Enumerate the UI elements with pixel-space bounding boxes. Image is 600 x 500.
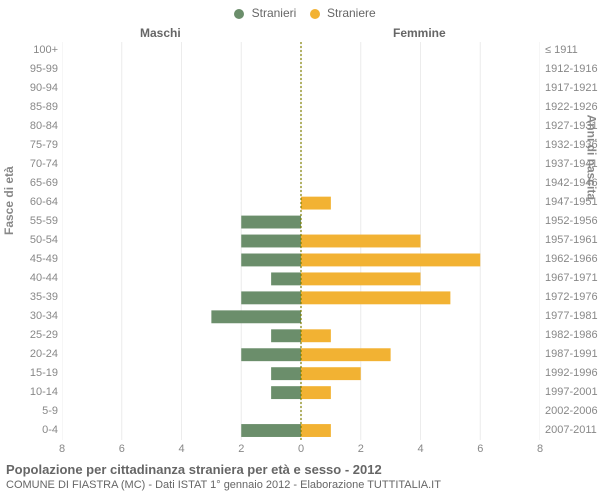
ytick-age: 90-94: [8, 82, 58, 94]
bar-male: [241, 424, 301, 437]
bar-female: [301, 291, 450, 304]
xtick: 2: [231, 443, 251, 455]
xtick: 8: [530, 443, 550, 455]
ytick-age: 95-99: [8, 63, 58, 75]
chart-footer: Popolazione per cittadinanza straniera p…: [6, 462, 441, 491]
ytick-age: 70-74: [8, 158, 58, 170]
bar-male: [241, 348, 301, 361]
ytick-birth: 1992-1996: [545, 367, 600, 379]
bar-female: [301, 329, 331, 342]
ytick-age: 65-69: [8, 177, 58, 189]
ytick-age: 60-64: [8, 196, 58, 208]
legend: Stranieri Straniere: [0, 6, 600, 20]
bar-male: [241, 291, 301, 304]
ytick-birth: 1967-1971: [545, 272, 600, 284]
xtick: 4: [411, 443, 431, 455]
xtick: 0: [291, 443, 311, 455]
chart-title: Popolazione per cittadinanza straniera p…: [6, 462, 441, 477]
bar-female: [301, 254, 480, 267]
ytick-age: 20-24: [8, 348, 58, 360]
ytick-birth: ≤ 1911: [545, 44, 600, 56]
ytick-age: 5-9: [8, 405, 58, 417]
xtick: 6: [470, 443, 490, 455]
legend-swatch-male: [234, 9, 244, 19]
xtick: 2: [351, 443, 371, 455]
ytick-birth: 1977-1981: [545, 310, 600, 322]
ytick-age: 55-59: [8, 215, 58, 227]
bar-female: [301, 272, 421, 285]
ytick-age: 40-44: [8, 272, 58, 284]
ytick-age: 30-34: [8, 310, 58, 322]
legend-swatch-female: [310, 9, 320, 19]
ytick-birth: 1932-1936: [545, 139, 600, 151]
bar-female: [301, 367, 361, 380]
ytick-age: 10-14: [8, 386, 58, 398]
ytick-birth: 1957-1961: [545, 234, 600, 246]
ytick-birth: 1952-1956: [545, 215, 600, 227]
ytick-birth: 1962-1966: [545, 253, 600, 265]
legend-label-female: Straniere: [327, 6, 376, 20]
bar-male: [241, 216, 301, 229]
xtick: 4: [172, 443, 192, 455]
header-male: Maschi: [140, 26, 181, 40]
ytick-birth: 2002-2006: [545, 405, 600, 417]
bar-male: [271, 272, 301, 285]
xtick: 8: [52, 443, 72, 455]
legend-label-male: Stranieri: [252, 6, 297, 20]
bar-female: [301, 348, 391, 361]
population-pyramid-chart: Stranieri Straniere Maschi Femmine Fasce…: [0, 0, 600, 500]
ytick-birth: 1947-1951: [545, 196, 600, 208]
ytick-age: 45-49: [8, 253, 58, 265]
ytick-birth: 1922-1926: [545, 101, 600, 113]
ytick-birth: 1912-1916: [545, 63, 600, 75]
header-female: Femmine: [393, 26, 446, 40]
ytick-age: 80-84: [8, 120, 58, 132]
ytick-birth: 1982-1986: [545, 329, 600, 341]
ytick-birth: 1987-1991: [545, 348, 600, 360]
ytick-birth: 2007-2011: [545, 424, 600, 436]
bar-male: [241, 235, 301, 248]
bar-male: [241, 254, 301, 267]
ytick-age: 35-39: [8, 291, 58, 303]
ytick-age: 100+: [8, 44, 58, 56]
bar-female: [301, 386, 331, 399]
plot-area: [62, 42, 540, 440]
ytick-birth: 1942-1946: [545, 177, 600, 189]
bars: [211, 197, 480, 437]
ytick-birth: 1937-1941: [545, 158, 600, 170]
xtick: 6: [112, 443, 132, 455]
ytick-age: 0-4: [8, 424, 58, 436]
ytick-age: 50-54: [8, 234, 58, 246]
ytick-birth: 1917-1921: [545, 82, 600, 94]
bar-female: [301, 197, 331, 210]
ytick-birth: 1972-1976: [545, 291, 600, 303]
bar-female: [301, 235, 421, 248]
ytick-birth: 1927-1931: [545, 120, 600, 132]
ytick-age: 85-89: [8, 101, 58, 113]
bar-male: [271, 329, 301, 342]
ytick-age: 75-79: [8, 139, 58, 151]
ytick-birth: 1997-2001: [545, 386, 600, 398]
bar-male: [211, 310, 301, 323]
bar-male: [271, 367, 301, 380]
chart-subtitle: COMUNE DI FIASTRA (MC) - Dati ISTAT 1° g…: [6, 479, 441, 491]
bar-female: [301, 424, 331, 437]
bar-male: [271, 386, 301, 399]
ytick-age: 15-19: [8, 367, 58, 379]
ytick-age: 25-29: [8, 329, 58, 341]
